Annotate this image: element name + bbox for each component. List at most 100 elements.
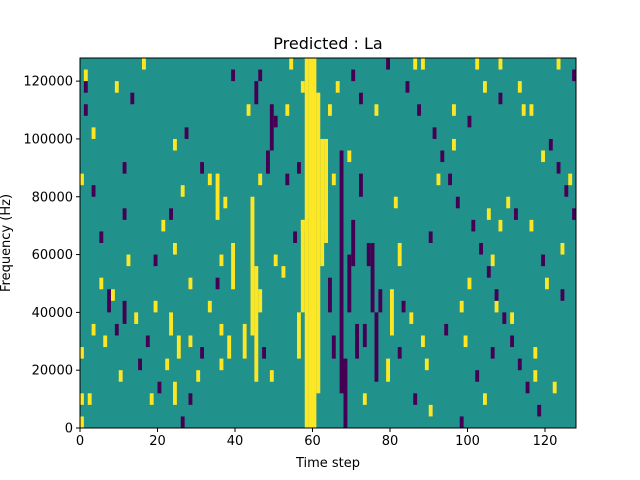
heatmap-cell-high	[390, 289, 394, 336]
heatmap-cell-low	[215, 277, 220, 290]
heatmap-cell-low	[455, 196, 460, 209]
y-tick-label: 60000	[32, 248, 73, 263]
heatmap-cell-high	[297, 312, 301, 359]
heatmap-cell-high	[258, 173, 263, 186]
x-tick-label: 0	[76, 434, 84, 449]
heatmap-cell-high	[409, 312, 414, 324]
heatmap-cell-high	[91, 323, 96, 336]
heatmap-cell-low	[122, 300, 127, 324]
heatmap-cell-high	[521, 104, 526, 116]
heatmap-cell-high	[80, 173, 84, 186]
heatmap-cell-low	[184, 127, 189, 139]
heatmap-cell-low	[374, 312, 379, 382]
heatmap-cell-high	[335, 81, 340, 93]
heatmap-cell-high	[223, 196, 228, 209]
x-tick-label: 40	[227, 434, 244, 449]
heatmap-cell-high	[300, 219, 305, 313]
heatmap-cell-high	[91, 127, 96, 139]
heatmap-cell-low	[471, 219, 476, 232]
heatmap-cell-high	[529, 104, 534, 116]
heatmap-cell-low	[273, 115, 278, 128]
heatmap-cell-high	[386, 358, 390, 382]
heatmap-cell-high	[397, 243, 402, 267]
heatmap-cell-low	[114, 323, 119, 336]
heatmap-cell-high	[475, 58, 480, 70]
heatmap-cell-low	[359, 173, 363, 197]
heatmap-cell-high	[486, 208, 491, 220]
heatmap-cell-high	[424, 358, 429, 371]
x-tick-label: 80	[382, 434, 399, 449]
heatmap-cell-high	[173, 243, 177, 255]
heatmap-cell-high	[324, 150, 328, 243]
heatmap-cell-high	[436, 173, 441, 186]
heatmap-cell-low	[498, 92, 503, 105]
heatmap-cell-high	[533, 347, 538, 359]
heatmap-cell-low	[266, 150, 270, 174]
heatmap-cell-high	[207, 173, 212, 186]
heatmap-cell-high	[552, 381, 557, 394]
heatmap-cell-low	[293, 231, 297, 243]
heatmap-cell-high	[142, 58, 146, 70]
heatmap-cell-high	[227, 335, 232, 359]
heatmap-cell-high	[180, 185, 185, 197]
heatmap-cell-low	[440, 150, 445, 163]
heatmap-cell-low	[359, 92, 363, 105]
heatmap-cell-low	[560, 289, 565, 301]
heatmap-cell-high	[173, 138, 177, 151]
heatmap-cell-low	[486, 266, 491, 278]
heatmap-cell-high	[421, 335, 425, 348]
heatmap-cell-high	[215, 173, 220, 220]
heatmap-cell-low	[107, 289, 111, 313]
heatmap-cell-low	[502, 312, 507, 324]
heatmap-cell-high	[281, 266, 286, 278]
heatmap-cell-high	[556, 58, 561, 70]
heatmap-cell-high	[242, 323, 247, 359]
heatmap-cell-low	[564, 185, 569, 197]
heatmap-cell-low	[475, 370, 480, 382]
heatmap-cell-high	[374, 104, 379, 116]
heatmap-cell-high	[467, 277, 472, 290]
heatmap-cell-high	[118, 370, 123, 382]
heatmap-cell-low	[99, 231, 104, 243]
heatmap-cell-high	[328, 104, 332, 116]
heatmap-cell-low	[490, 347, 495, 359]
heatmap-cell-high	[568, 173, 573, 186]
heatmap-cell-low	[138, 358, 142, 371]
x-tick-label: 60	[304, 434, 321, 449]
heatmap-cell-high	[169, 312, 173, 336]
y-axis-label: Frequency (Hz)	[0, 194, 14, 292]
heatmap-cell-high	[87, 393, 92, 405]
heatmap-cell-high	[324, 219, 328, 232]
heatmap-cell-high	[196, 370, 201, 382]
heatmap-cell-low	[467, 115, 472, 128]
heatmap-cell-high	[483, 393, 487, 405]
heatmap-cell-low	[405, 81, 410, 93]
heatmap-cell-high	[161, 219, 166, 232]
heatmap-cell-low	[510, 335, 514, 348]
x-tick-label: 100	[455, 434, 480, 449]
heatmap-cell-high	[324, 138, 328, 151]
heatmap-cell-high	[219, 323, 224, 336]
heatmap-cell-high	[541, 150, 545, 163]
heatmap-cell-high	[300, 81, 305, 93]
heatmap-cell-low	[200, 347, 204, 359]
heatmap-cell-low	[91, 185, 96, 197]
heatmap-cell-high	[529, 219, 534, 232]
heatmap-cell-low	[122, 162, 127, 174]
heatmap-cell-high	[498, 58, 503, 70]
heatmap-cell-low	[285, 173, 290, 186]
heatmap-cell-low	[432, 127, 437, 139]
heatmap-cell-high	[393, 196, 398, 209]
heatmap-cell-high	[498, 219, 503, 232]
heatmap-cell-high	[207, 300, 212, 313]
heatmap-cell-high	[246, 104, 251, 116]
heatmap-cell-high	[347, 150, 352, 163]
y-tick-label: 40000	[32, 306, 73, 321]
heatmap-cell-low	[572, 69, 576, 82]
heatmap-cell-low	[351, 219, 356, 267]
x-tick-label: 20	[149, 434, 166, 449]
heatmap-cell-low	[444, 323, 449, 336]
heatmap-cell-low	[370, 243, 375, 313]
x-tick-label: 120	[533, 434, 558, 449]
